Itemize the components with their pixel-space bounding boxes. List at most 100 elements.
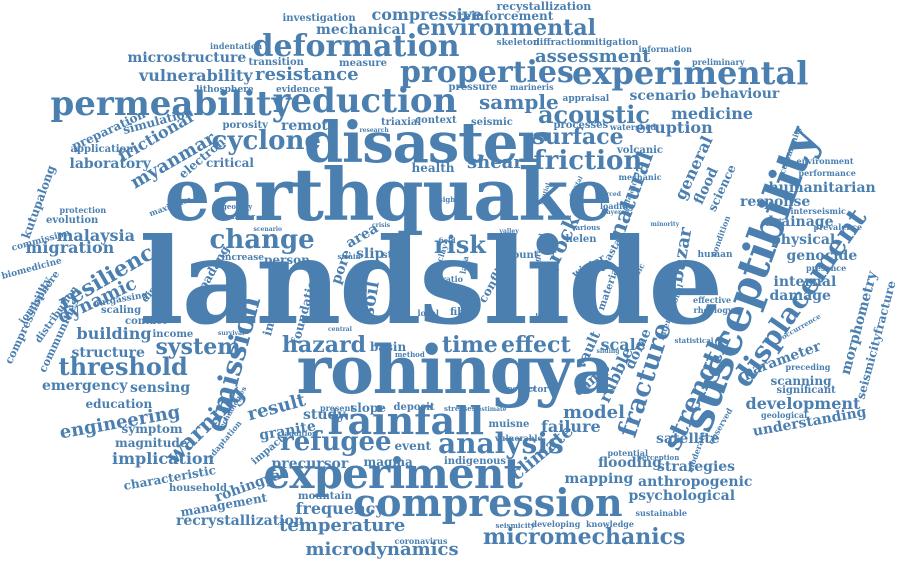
cloud-word: forced	[599, 191, 621, 198]
cloud-word: environment	[796, 156, 854, 166]
cloud-word: migration	[25, 238, 115, 257]
cloud-word: local	[417, 308, 439, 318]
cloud-word: study	[303, 407, 346, 423]
cloud-word: anthropogenic	[638, 474, 753, 490]
cloud-word: medicine	[671, 104, 754, 123]
cloud-word: earthquake	[164, 152, 613, 237]
cloud-word: microdynamics	[305, 539, 459, 560]
cloud-word: analysis	[438, 427, 564, 460]
cloud-word: addition	[284, 428, 318, 438]
cloud-word: symptom	[121, 422, 183, 436]
cloud-word: precursor	[271, 456, 349, 472]
cloud-word: field	[438, 235, 456, 245]
cloud-word: magma	[363, 455, 413, 469]
cloud-word: brittle	[535, 313, 557, 320]
cloud-word: satellite	[656, 431, 720, 447]
cloud-word: coronavirus	[394, 536, 448, 546]
cloud-word: survival	[218, 330, 245, 337]
cloud-word: eruption	[635, 118, 713, 137]
cloud-word: knowledge	[586, 519, 634, 529]
cloud-word: measure	[339, 58, 387, 69]
cloud-word: person	[264, 253, 310, 267]
cloud-word: estimate	[477, 406, 507, 413]
cloud-word: emergency	[42, 378, 128, 394]
cloud-word: scanning	[770, 374, 832, 388]
cloud-word: behaviour	[701, 86, 780, 102]
cloud-word: evidence	[276, 84, 321, 95]
cloud-word: reduction	[272, 81, 458, 121]
cloud-word: porosity	[222, 120, 268, 131]
cloud-word: micromechanics	[483, 524, 686, 550]
cloud-word: volcanic	[617, 145, 664, 156]
cloud-word: implication	[112, 449, 215, 468]
cloud-word: rohingya	[296, 331, 615, 409]
cloud-word: stresses	[444, 403, 476, 413]
cloud-word: sliding	[596, 348, 620, 355]
cloud-word: rainfall	[327, 398, 485, 443]
cloud-word: sensing	[130, 380, 191, 396]
cloud-word: mapping	[564, 471, 634, 487]
cloud-word: fiber	[450, 307, 476, 318]
cloud-word: surface	[532, 124, 624, 150]
cloud-word: damage	[769, 288, 831, 304]
cloud-word: hazard	[282, 332, 366, 358]
cloud-word: ratio	[441, 274, 463, 284]
cloud-word: kutupalong	[18, 163, 58, 241]
cloud-word: potential	[607, 448, 649, 458]
cloud-word: deformation	[252, 29, 460, 64]
cloud-word: physical	[771, 232, 836, 248]
cloud-word: interseismic	[790, 206, 846, 216]
cloud-word: building	[76, 324, 152, 343]
cloud-word: model	[563, 402, 625, 423]
cloud-word: experiment	[263, 449, 523, 498]
cloud-word: deposit	[393, 402, 435, 413]
cloud-word: development	[745, 394, 861, 413]
cloud-word: lithosphere	[196, 84, 254, 95]
cloud-word: statistical	[674, 335, 714, 345]
cloud-word: number	[224, 211, 256, 221]
cloud-word: indentation	[210, 41, 263, 51]
cloud-word: marineris	[510, 82, 554, 92]
cloud-word: triaxial	[381, 117, 422, 128]
cloud-word: genocide	[786, 248, 858, 264]
cloud-word: environmental	[416, 15, 596, 41]
cloud-word: information	[638, 44, 692, 54]
cloud-word: transition	[248, 57, 304, 68]
cloud-word: remote	[281, 118, 337, 134]
cloud-word: landslide	[139, 212, 723, 351]
cloud-word: change	[209, 225, 315, 255]
cloud-word: geological	[761, 410, 808, 420]
cloud-word: valley	[499, 228, 519, 235]
cloud-word: education	[85, 397, 153, 411]
cloud-word: muisne	[488, 419, 530, 430]
cloud-word: layered	[604, 209, 630, 216]
cloud-word: state	[382, 250, 410, 261]
cloud-word: seismicity	[495, 520, 535, 530]
cloud-word: income	[152, 329, 194, 340]
cloud-word: processes	[553, 120, 609, 131]
cloud-word: various	[571, 222, 601, 232]
cloud-word: central	[328, 326, 352, 333]
cloud-word: mechanic	[618, 172, 662, 182]
cloud-word: resistance	[255, 64, 359, 85]
cloud-word: context	[415, 115, 457, 126]
cloud-word: prevalence	[813, 222, 863, 232]
cloud-word: research	[359, 127, 389, 134]
cloud-word: shear	[467, 152, 523, 173]
cloud-word: rheology	[693, 305, 733, 315]
cloud-word: mount	[502, 250, 539, 261]
cloud-word: properties	[400, 55, 574, 90]
cloud-word: assessment	[535, 46, 651, 67]
cloud-word: basin	[370, 340, 407, 354]
cloud-word: response	[740, 194, 811, 210]
cloud-word: laboratory	[69, 156, 151, 172]
cloud-word: watershed	[610, 122, 657, 132]
cloud-word: mechanical	[316, 22, 406, 38]
cloud-word: preliminary	[692, 57, 745, 67]
cloud-word: time	[442, 332, 498, 358]
cloud-word: slip	[356, 246, 385, 262]
cloud-word: experimental	[572, 54, 809, 92]
cloud-word: strain	[337, 251, 361, 261]
cloud-word: skeleton	[496, 37, 540, 48]
